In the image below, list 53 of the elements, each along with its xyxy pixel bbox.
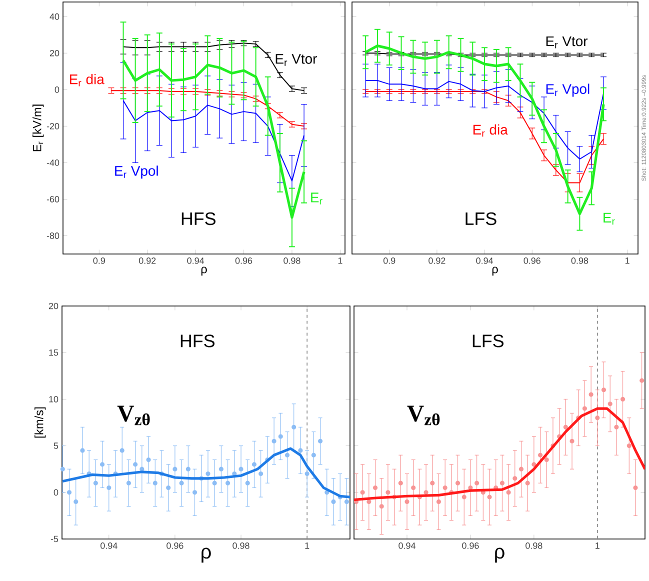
x-tick-label: 0.92 <box>428 258 446 264</box>
x-axis-title: ρ <box>495 548 504 563</box>
y-tick-label: 0 <box>54 86 60 93</box>
y-tick-label: 0 <box>54 489 58 496</box>
x-tick-label: 0.96 <box>462 542 479 549</box>
x-tick-label: 0.94 <box>398 542 416 549</box>
x-tick-label: 0.96 <box>524 258 540 264</box>
series-label: E$_{r}$ Vpol <box>546 84 590 97</box>
y-axis-title: [km/s] <box>34 407 46 438</box>
y-tick-label: -60 <box>46 196 60 202</box>
x-tick-label: 0.96 <box>166 542 184 549</box>
y-tick-label: -80 <box>46 232 60 239</box>
x-tick-label: 0.96 <box>235 258 252 264</box>
y-tick-label: 15 <box>49 349 58 356</box>
y-tick-label: -5 <box>50 536 58 542</box>
x-tick-label: 1 <box>625 258 630 264</box>
x-tick-label: 0.94 <box>476 258 493 264</box>
y-tick-label: 20 <box>50 50 60 56</box>
x-axis-title: ρ <box>201 266 207 276</box>
x-tick-label: 0.98 <box>526 542 542 549</box>
x-tick-label: 0.92 <box>138 258 156 264</box>
annotation: V$_{zθ}$ <box>117 406 150 426</box>
y-tick-label: 20 <box>48 302 58 310</box>
x-tick-label: 1 <box>596 542 600 549</box>
series-label: E$_{r}$ dia <box>473 124 508 137</box>
series-label: E$_{r}$ Vtor <box>546 36 588 48</box>
x-tick-label: 0.98 <box>571 258 588 264</box>
x-tick-label: 0.98 <box>232 542 250 549</box>
x-tick-label: 0.9 <box>383 258 396 264</box>
y-tick-label: -20 <box>46 122 60 130</box>
x-tick-label: 0.9 <box>93 258 105 264</box>
annotation: HFS <box>182 212 216 226</box>
annotation: HFS <box>180 334 214 348</box>
annotation: V$_{zθ}$ <box>407 406 440 426</box>
y-tick-label: -40 <box>46 160 60 166</box>
x-tick-label: 0.94 <box>187 258 204 264</box>
series-label: E$_{r}$ Vtor <box>276 54 317 66</box>
y-tick-label: 40 <box>50 13 60 20</box>
x-axis-title: ρ <box>492 266 498 276</box>
annotation: LFS <box>466 212 496 226</box>
x-tick-label: 1 <box>305 542 310 549</box>
text: E$_{r}$ Vpol <box>115 166 158 179</box>
x-tick-label: 1 <box>338 258 342 264</box>
y-axis-title: E$_{r}$ [kV/m] <box>32 104 44 152</box>
x-tick-label: 0.94 <box>100 542 118 549</box>
x-axis-title: ρ <box>202 548 211 563</box>
y-tick-label: 5 <box>54 442 58 449</box>
series-label: E$_{r}$ <box>311 192 322 204</box>
y-tick-label: 10 <box>49 396 58 402</box>
series-label: E$_{r}$ dia <box>70 74 104 86</box>
annotation: LFS <box>472 334 504 348</box>
x-tick-label: 0.98 <box>284 258 300 264</box>
series-label: E$_{r}$ <box>604 212 615 225</box>
